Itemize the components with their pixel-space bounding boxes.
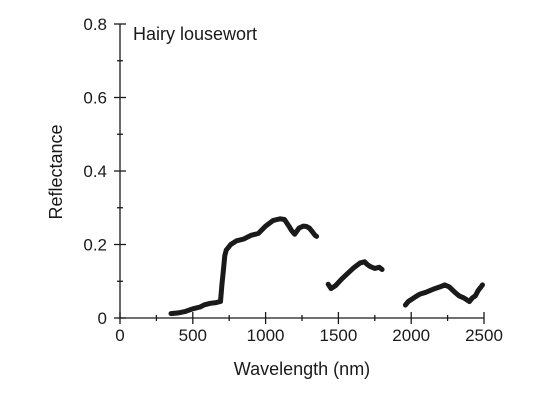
y-tick-label: 0 bbox=[98, 309, 107, 328]
y-axis-title: Reflectance bbox=[46, 124, 66, 219]
ticks: 0 500 1000 1500 2000 2500 0 0.2 0.4 0.6 0.8 bbox=[83, 15, 503, 345]
x-tick-label: 500 bbox=[179, 326, 207, 345]
y-tick-label: 0.4 bbox=[83, 162, 107, 181]
y-tick-label: 0.2 bbox=[83, 236, 107, 255]
y-tick-label: 0.8 bbox=[83, 15, 107, 34]
x-tick-label: 2000 bbox=[392, 326, 430, 345]
x-tick-label: 1500 bbox=[319, 326, 357, 345]
reflectance-segment-2 bbox=[325, 259, 385, 292]
x-tick-label: 1000 bbox=[247, 326, 285, 345]
axes bbox=[119, 24, 484, 319]
x-axis-title: Wavelength (nm) bbox=[234, 359, 370, 379]
reflectance-segment-3 bbox=[402, 282, 485, 308]
x-tick-label: 0 bbox=[115, 326, 124, 345]
series bbox=[168, 216, 485, 317]
chart-title: Hairy lousewort bbox=[133, 24, 257, 44]
x-tick-label: 2500 bbox=[465, 326, 503, 345]
y-tick-label: 0.6 bbox=[83, 89, 107, 108]
reflectance-segment-1 bbox=[168, 216, 320, 317]
